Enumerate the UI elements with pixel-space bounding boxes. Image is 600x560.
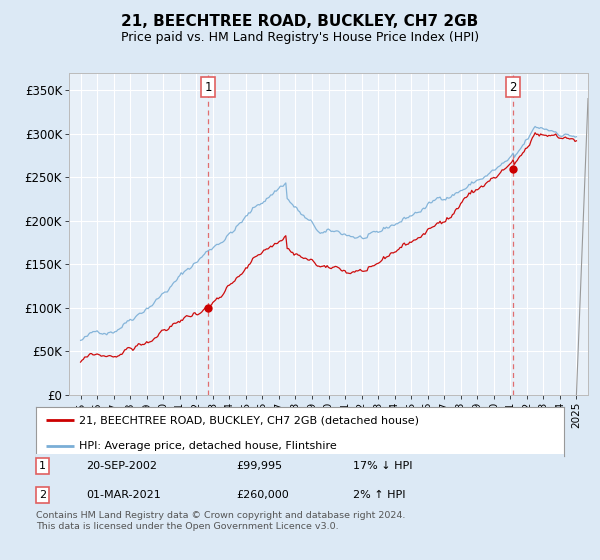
Text: £99,995: £99,995 (236, 461, 283, 471)
Text: HPI: Average price, detached house, Flintshire: HPI: Average price, detached house, Flin… (79, 441, 337, 451)
Text: 20-SEP-2002: 20-SEP-2002 (86, 461, 157, 471)
Text: 2: 2 (509, 81, 517, 94)
Text: 2: 2 (39, 490, 46, 500)
Text: 21, BEECHTREE ROAD, BUCKLEY, CH7 2GB: 21, BEECHTREE ROAD, BUCKLEY, CH7 2GB (121, 14, 479, 29)
Text: 01-MAR-2021: 01-MAR-2021 (86, 490, 161, 500)
Text: 21, BEECHTREE ROAD, BUCKLEY, CH7 2GB (detached house): 21, BEECHTREE ROAD, BUCKLEY, CH7 2GB (de… (79, 416, 419, 426)
Text: This data is licensed under the Open Government Licence v3.0.: This data is licensed under the Open Gov… (36, 522, 338, 531)
Text: Contains HM Land Registry data © Crown copyright and database right 2024.: Contains HM Land Registry data © Crown c… (36, 511, 406, 520)
Text: 2% ↑ HPI: 2% ↑ HPI (353, 490, 406, 500)
Text: 1: 1 (205, 81, 212, 94)
Text: 17% ↓ HPI: 17% ↓ HPI (353, 461, 412, 471)
Text: £260,000: £260,000 (236, 490, 289, 500)
Text: Price paid vs. HM Land Registry's House Price Index (HPI): Price paid vs. HM Land Registry's House … (121, 31, 479, 44)
Text: 1: 1 (39, 461, 46, 471)
